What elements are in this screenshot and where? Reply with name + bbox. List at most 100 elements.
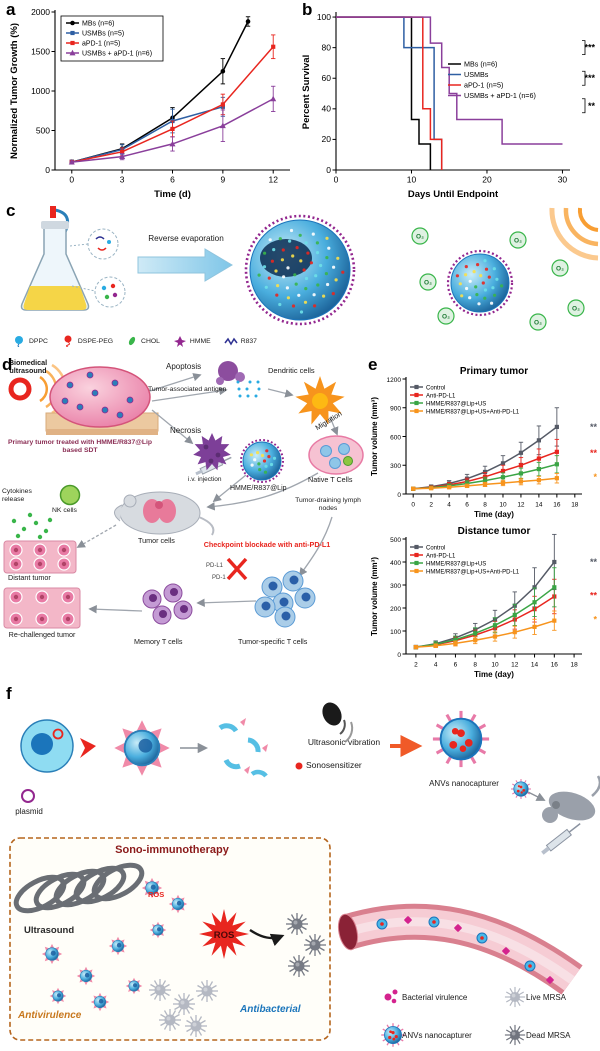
svg-text:Time (day): Time (day) — [474, 670, 514, 679]
svg-text:O₂: O₂ — [416, 234, 424, 241]
pd-l1-label: PD-L1 — [206, 563, 224, 569]
svg-text:18: 18 — [570, 662, 578, 669]
svg-text:Anti-PD-L1: Anti-PD-L1 — [426, 554, 456, 560]
svg-text:6: 6 — [465, 502, 469, 509]
chol-icon — [128, 336, 136, 346]
svg-text:0: 0 — [326, 165, 331, 175]
iv-injection-label: i.v. injection — [188, 476, 222, 483]
panel-label-f: f — [6, 684, 12, 703]
svg-text:**: ** — [588, 101, 596, 111]
svg-text:USMBs + aPD-1 (n=6): USMBs + aPD-1 (n=6) — [464, 91, 536, 100]
diagram-sono-immunotherapy-art: ROS — [9, 702, 600, 1048]
svg-text:500: 500 — [390, 537, 401, 544]
blood-vessel — [337, 903, 583, 995]
svg-text:*: * — [593, 615, 597, 625]
checkpoint-x-icon — [226, 557, 248, 581]
svg-text:***: *** — [584, 43, 595, 53]
svg-text:***: *** — [584, 73, 595, 83]
svg-text:MBs (n=6): MBs (n=6) — [464, 60, 497, 69]
transducer-icon — [322, 702, 354, 743]
tumor-specific-t-cells-label: Tumor-specific T cells — [238, 637, 308, 646]
chart-primary-tumor: 0 2 4 6 8 10 12 14 16 18 0 300 600 900 1200 Primary tum… — [370, 366, 598, 519]
svg-text:1000: 1000 — [31, 86, 50, 96]
lymph-nodes-label: Tumor-draining lymph nodes — [295, 497, 361, 512]
svg-text:Normalized Tumor Growth (%): Normalized Tumor Growth (%) — [9, 23, 20, 159]
nk-cells-label: NK cells — [52, 507, 77, 514]
svg-text:4: 4 — [447, 502, 451, 509]
ros-arrow — [249, 929, 285, 947]
dendritic-cells-label: Dendritic cells — [268, 366, 315, 375]
diagram-synthesis: O₂ O₂ O₂ O₂ O₂ O₂ O₂ — [20, 206, 599, 331]
svg-text:**: ** — [590, 422, 598, 432]
svg-text:40: 40 — [322, 104, 332, 114]
svg-text:**: ** — [590, 557, 598, 567]
svg-text:8: 8 — [483, 502, 487, 509]
panel-label-a: a — [6, 0, 16, 19]
primary-tumor-blob — [49, 366, 151, 428]
anv-to-mouse-arrow — [527, 791, 546, 801]
svg-text:*: * — [593, 472, 597, 482]
necrosis-label: Necrosis — [170, 426, 202, 435]
svg-text:300: 300 — [390, 463, 401, 470]
anvs-nanocapturer-label: ANVs nanocapturer — [429, 779, 499, 788]
callout-lipids — [87, 228, 119, 260]
svg-text:14: 14 — [531, 662, 539, 669]
svg-text:9: 9 — [220, 175, 225, 185]
diagram-mechanism-art — [3, 361, 364, 629]
diagram-sono-immunotherapy: ROS plasmid Ultrasonic vibration Sonosen… — [0, 688, 600, 1051]
dspe-peg-icon — [64, 335, 72, 347]
svg-text:aPD-1 (n=5): aPD-1 (n=5) — [464, 81, 503, 90]
svg-text:500: 500 — [36, 125, 50, 135]
chart-tumor-growth: 0 3 6 9 12 0 500 1000 1500 2000 Time (d) Normalized… — [9, 7, 290, 200]
legend-item-r837: R837 — [224, 335, 257, 347]
svg-text:100: 100 — [317, 12, 331, 22]
svg-text:MBs (n=6): MBs (n=6) — [82, 21, 114, 28]
svg-text:400: 400 — [390, 560, 401, 567]
svg-text:0: 0 — [45, 165, 50, 175]
dppc-icon — [15, 336, 23, 347]
plasmid-icon — [21, 789, 35, 803]
svg-text:Control: Control — [426, 546, 445, 552]
svg-text:20: 20 — [322, 134, 332, 144]
svg-text:100: 100 — [390, 629, 401, 636]
svg-text:6: 6 — [170, 175, 175, 185]
dropper-icon — [50, 206, 56, 218]
svg-text:18: 18 — [571, 502, 579, 509]
legend-item-dppc: DPPC — [12, 335, 48, 347]
sonosensitizer-dot-icon — [295, 762, 303, 770]
sono-immunotherapy-title: Sono-immunotherapy — [115, 844, 229, 856]
svg-text:16: 16 — [551, 662, 559, 669]
legend-bacterial-virulence-label: Bacterial virulence — [402, 993, 468, 1002]
svg-text:10: 10 — [407, 175, 417, 185]
svg-text:**: ** — [590, 590, 598, 600]
svg-text:Time (d): Time (d) — [154, 189, 191, 200]
ros-small-label: ROS — [148, 890, 165, 899]
chart-distance-tumor: 2 4 6 8 10 12 14 16 18 0 100 200 300 400 500 Distance t… — [370, 526, 598, 679]
svg-text:12: 12 — [511, 662, 519, 669]
svg-text:900: 900 — [390, 406, 401, 413]
process-arrow — [137, 248, 233, 282]
distant-tumor-label: Distant tumor — [8, 573, 51, 582]
ultrasound-waves-icon — [549, 207, 599, 261]
svg-text:80: 80 — [322, 42, 332, 52]
svg-text:Anti-PD-L1: Anti-PD-L1 — [426, 394, 456, 400]
svg-text:Tumor volume (mm³): Tumor volume (mm³) — [370, 397, 379, 476]
svg-text:HMME/R837@Lip+US+Anti-PD-L1: HMME/R837@Lip+US+Anti-PD-L1 — [426, 570, 520, 576]
svg-text:0: 0 — [411, 502, 415, 509]
svg-text:O₂: O₂ — [534, 320, 542, 327]
legend-item-hmme: HMME — [173, 335, 211, 347]
svg-text:O₂: O₂ — [442, 314, 450, 321]
liposome-large — [244, 214, 356, 326]
svg-text:O₂: O₂ — [572, 306, 580, 313]
nk-cell-icon — [59, 484, 81, 506]
svg-text:O₂: O₂ — [514, 238, 522, 245]
svg-text:2000: 2000 — [31, 7, 50, 17]
svg-text:HMME/R837@Lip+US: HMME/R837@Lip+US — [426, 562, 486, 568]
svg-text:2: 2 — [414, 662, 418, 669]
re-challenged-tumor-label: Re-challenged tumor — [8, 630, 76, 639]
svg-text:14: 14 — [535, 502, 543, 509]
flow-arrows — [76, 373, 339, 614]
svg-text:aPD-1 (n=5): aPD-1 (n=5) — [82, 41, 120, 48]
primary-tumor-label: Primary tumor treated with HMME/R837@Lip… — [7, 439, 153, 454]
svg-text:4: 4 — [434, 662, 438, 669]
